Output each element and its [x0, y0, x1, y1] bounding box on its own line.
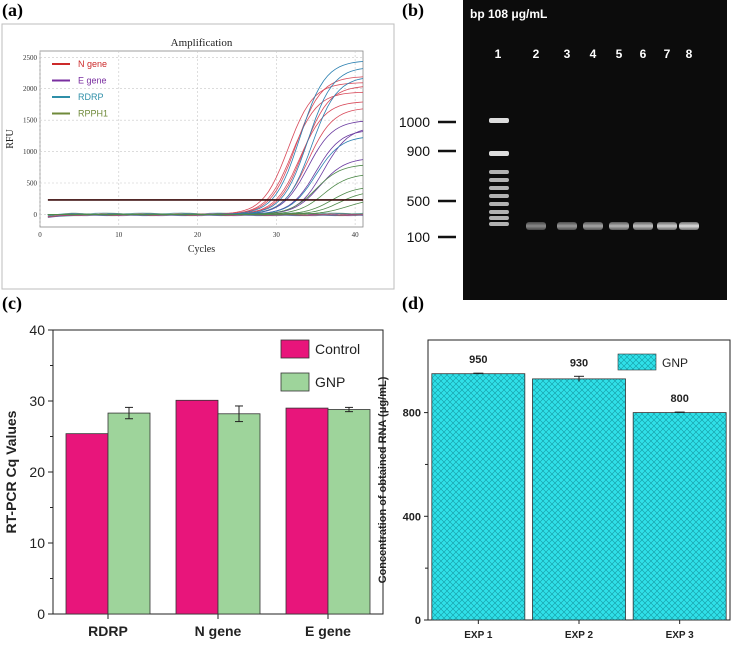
bar [632, 412, 727, 621]
ladder-mark-label: 900 [407, 143, 431, 159]
ladder-band [489, 178, 509, 182]
panel-label-c: (c) [2, 293, 22, 313]
legend-label: N gene [78, 59, 107, 69]
legend-label: RPPH1 [78, 109, 108, 119]
cq-bar-chart: 0 10 20 30 40 RT-PCR Cq Values RDRP N gene E gen… [3, 322, 384, 639]
y-tick-label: 800 [403, 408, 421, 420]
sample-band [583, 222, 603, 230]
x-tick-label: EXP 3 [666, 630, 695, 641]
ladder-band [489, 151, 509, 156]
data-label: 950 [469, 354, 487, 366]
bar [532, 378, 626, 621]
baseline-trace [47, 214, 364, 218]
x-tick-label: E gene [305, 623, 351, 639]
ladder-band [489, 186, 509, 190]
amplification-curve [47, 201, 364, 215]
ladder-band [489, 118, 509, 123]
legend-label: RDRP [78, 92, 104, 102]
sample-band [557, 222, 577, 230]
y-tick-label: 2000 [23, 85, 38, 93]
legend-swatch [617, 353, 657, 371]
y-tick-label: 1000 [23, 148, 38, 156]
x-tick-label: 20 [194, 231, 202, 239]
gel-background [463, 0, 727, 300]
legend-swatch [280, 339, 310, 359]
y-tick-label: 500 [27, 180, 38, 188]
x-axis-label: Cycles [188, 244, 215, 255]
lane-label: 3 [564, 47, 571, 61]
sample-band [679, 222, 699, 230]
gel-title: bp 108 μg/mL [470, 7, 547, 21]
legend-label: GNP [315, 374, 345, 390]
bar [285, 407, 329, 615]
sample-band [657, 222, 677, 230]
y-axis-label: Concentration of obtained RNA (μg/mL) [377, 376, 389, 583]
y-tick-label: 0 [34, 211, 38, 219]
ladder-band [489, 210, 509, 214]
bar [217, 413, 261, 615]
y-tick-label: 2500 [23, 54, 38, 62]
y-tick-label: 10 [29, 535, 45, 551]
bar [65, 433, 109, 615]
lane-label: 1 [495, 47, 502, 61]
sample-band [526, 222, 546, 230]
data-label: 930 [570, 357, 588, 369]
data-label: 800 [670, 393, 688, 405]
x-tick-label: RDRP [88, 623, 128, 639]
lane-label: 8 [686, 47, 693, 61]
amplification-chart: Amplification 0 10 20 30 40 0 500 1000 1500 2000 25… [1, 23, 395, 290]
lane-label: 6 [640, 47, 647, 61]
ladder-mark-label: 500 [407, 193, 431, 209]
panel-label-a: (a) [2, 0, 23, 20]
y-tick-label: 40 [29, 322, 45, 338]
ladder-mark-label: 1000 [399, 114, 430, 130]
y-tick-label: 0 [37, 606, 45, 622]
rna-bar-chart: 0 400 800 Concentration of obtained RNA (μg… [377, 339, 731, 641]
lane-label: 2 [533, 47, 540, 61]
legend-swatch [280, 372, 310, 392]
x-tick-label: 30 [273, 231, 281, 239]
bar [327, 409, 371, 615]
x-tick-label: 0 [38, 231, 42, 239]
ladder-mark-label: 100 [407, 229, 431, 245]
x-tick-label: 10 [115, 231, 123, 239]
sample-band [633, 222, 653, 230]
y-tick-label: 20 [29, 464, 45, 480]
ladder-band [489, 216, 509, 220]
sample-band [609, 222, 629, 230]
y-axis-label: RT-PCR Cq Values [3, 410, 19, 533]
x-tick-label: EXP 2 [565, 630, 594, 641]
lane-label: 7 [664, 47, 671, 61]
y-tick-label: 400 [403, 511, 421, 523]
ladder-band [489, 202, 509, 206]
y-tick-label: 1500 [23, 117, 38, 125]
y-tick-label: 30 [29, 393, 45, 409]
bar [107, 412, 151, 615]
legend-label: GNP [662, 356, 688, 370]
bar [431, 373, 526, 621]
ladder-band [489, 170, 509, 174]
ladder-band [489, 222, 509, 226]
x-tick-label: EXP 1 [464, 630, 493, 641]
lane-label: 4 [590, 47, 597, 61]
ladder-band [489, 194, 509, 198]
legend-label: E gene [78, 76, 107, 86]
gel-image: bp 108 μg/mL 1 2 3 4 5 6 7 8 1000 900 500 100 [399, 0, 727, 300]
panel-label-d: (d) [402, 293, 424, 313]
panel-label-b: (b) [402, 0, 424, 20]
lane-label: 5 [616, 47, 623, 61]
x-tick-label: N gene [195, 623, 242, 639]
x-tick-label: 40 [352, 231, 360, 239]
legend-label: Control [315, 341, 360, 357]
bar [175, 399, 219, 615]
y-tick-label: 0 [415, 615, 421, 627]
y-axis-label: RFU [5, 128, 16, 148]
chart-title: Amplification [171, 37, 233, 49]
